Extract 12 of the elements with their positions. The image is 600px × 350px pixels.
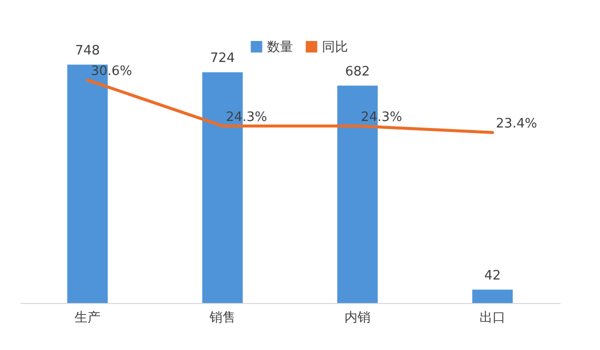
- data-label: 748: [75, 44, 100, 59]
- data-label: 724: [210, 51, 235, 66]
- data-label: 682: [345, 64, 370, 80]
- x-tick-label: 内销: [344, 310, 370, 326]
- legend-label: 数量: [267, 40, 293, 55]
- legend-label: 同比: [322, 40, 348, 55]
- data-label: 42: [484, 268, 501, 284]
- x-tick-label: 销售: [208, 310, 236, 326]
- data-label: 23.4%: [496, 116, 538, 132]
- bar: [472, 290, 513, 303]
- x-tick-label: 出口: [480, 310, 506, 326]
- x-tick-label: 生产: [74, 310, 100, 326]
